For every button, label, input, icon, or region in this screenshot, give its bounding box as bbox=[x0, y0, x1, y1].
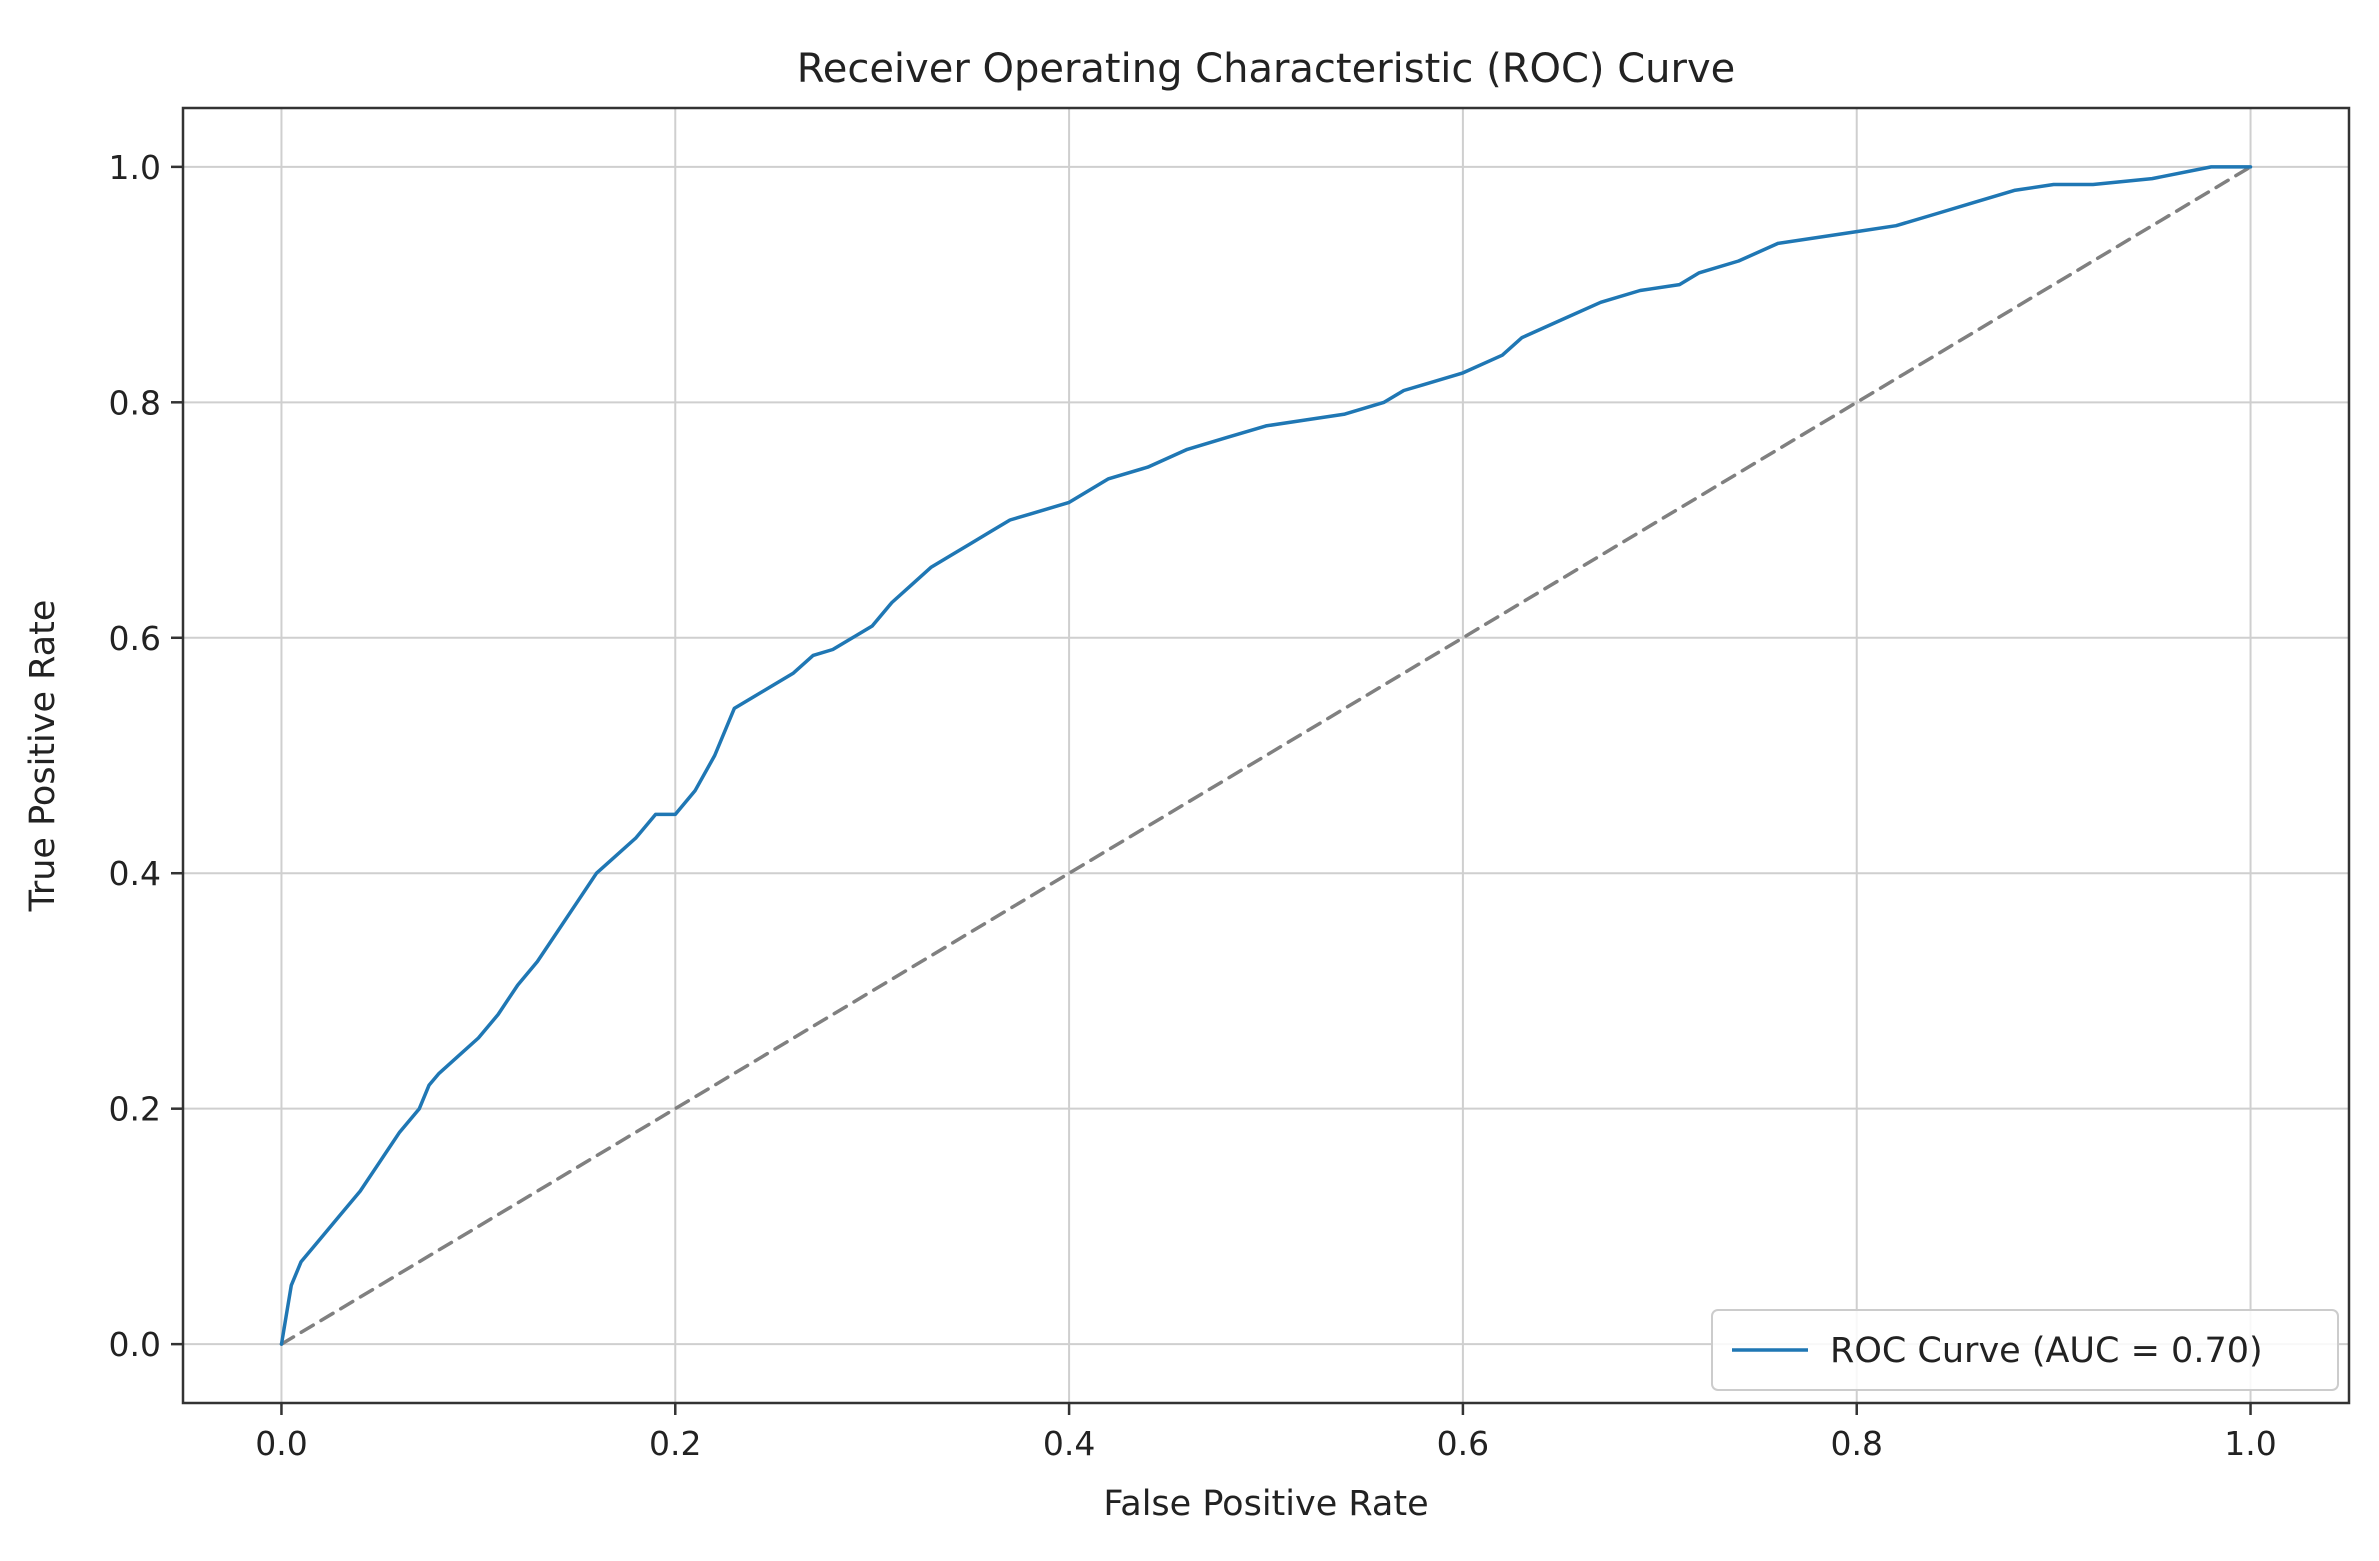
y-tick-label-0: 0.0 bbox=[109, 1325, 161, 1364]
roc-curve-line bbox=[279, 165, 2253, 1346]
x-axis-ticks: 0.0 0.2 0.4 0.6 0.8 1.0 bbox=[255, 1403, 2277, 1463]
x-tick-label-5: 1.0 bbox=[2224, 1424, 2276, 1463]
x-tick-label-3: 0.6 bbox=[1437, 1424, 1489, 1463]
y-tick-label-4: 0.8 bbox=[109, 383, 161, 422]
x-tick-label-0: 0.0 bbox=[255, 1424, 307, 1463]
legend: ROC Curve (AUC = 0.70) bbox=[1711, 1309, 2339, 1391]
x-axis-title: False Positive Rate bbox=[1103, 1484, 1428, 1524]
y-tick-label-1: 0.2 bbox=[109, 1090, 161, 1129]
legend-label-roc-curve: ROC Curve (AUC = 0.70) bbox=[1830, 1331, 2263, 1371]
plot-frame bbox=[181, 106, 2351, 1405]
baseline-diagonal-line bbox=[279, 165, 2253, 1346]
y-tick-label-2: 0.4 bbox=[109, 854, 161, 893]
x-tick-label-1: 0.2 bbox=[649, 1424, 701, 1463]
x-tick-label-2: 0.4 bbox=[1043, 1424, 1095, 1463]
chart-title: Receiver Operating Characteristic (ROC) … bbox=[797, 46, 1736, 92]
y-axis-title: True Positive Rate bbox=[23, 600, 63, 913]
x-tick-label-4: 0.8 bbox=[1830, 1424, 1882, 1463]
series-layer bbox=[279, 165, 2253, 1346]
y-tick-label-5: 1.0 bbox=[109, 148, 161, 187]
legend-box bbox=[1711, 1309, 2339, 1391]
y-axis-ticks: 0.0 0.2 0.4 0.6 0.8 1.0 bbox=[109, 148, 183, 1364]
y-tick-label-3: 0.6 bbox=[109, 619, 161, 658]
